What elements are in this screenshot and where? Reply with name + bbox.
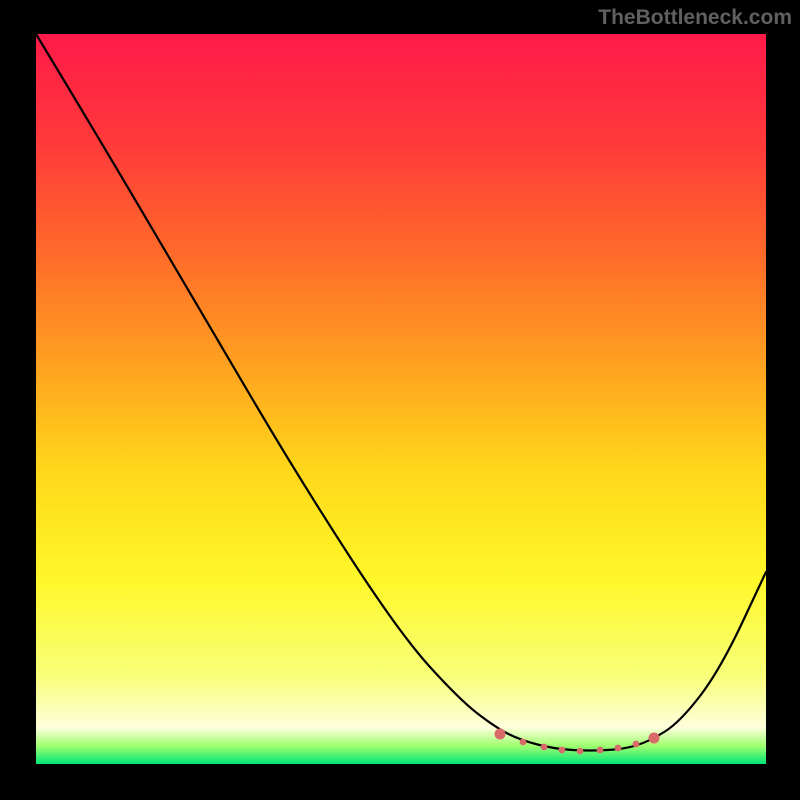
chart-container: { "watermark": { "text": "TheBottleneck.… <box>0 0 800 800</box>
watermark-text: TheBottleneck.com <box>598 6 792 30</box>
plot-background <box>36 34 766 764</box>
gradient-chart <box>0 0 800 800</box>
